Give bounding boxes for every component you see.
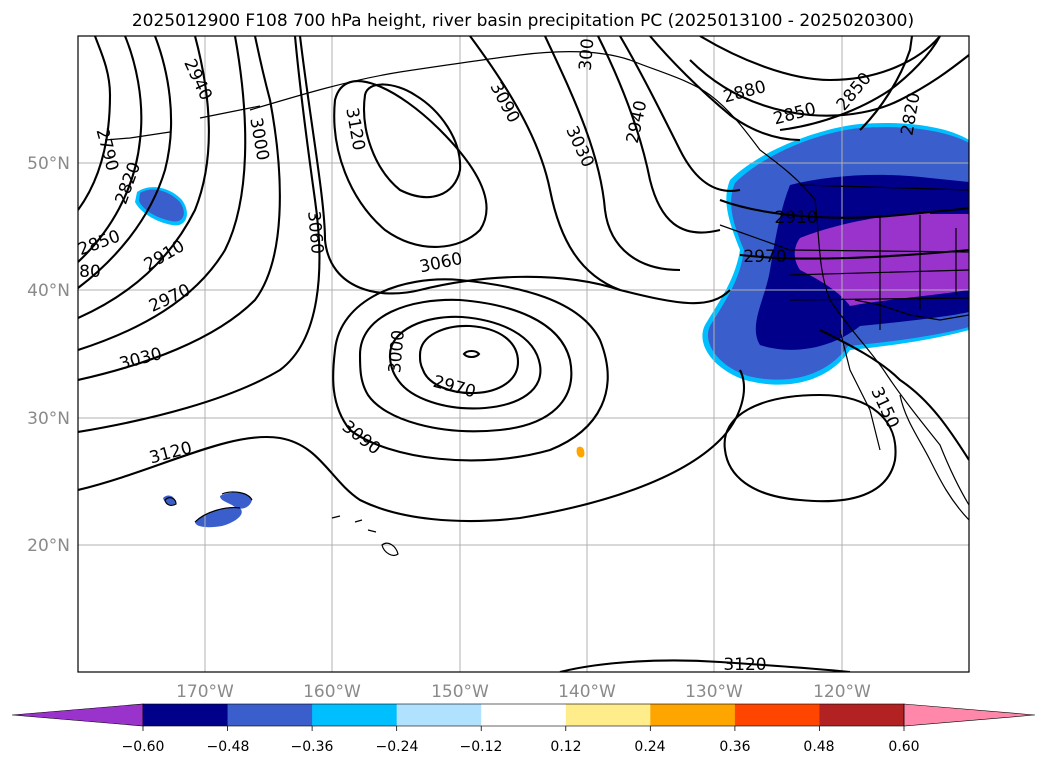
precip-anomaly-north-pacific <box>135 187 187 226</box>
contour-label: 2970 <box>743 247 786 267</box>
contour-label: 3060 <box>303 210 327 255</box>
colorbar-tick: 0.12 <box>550 739 581 755</box>
colorbar-segment <box>396 704 482 726</box>
colorbar-extend-high <box>903 703 1036 727</box>
latitude-labels: 50°N 40°N 30°N 20°N <box>27 154 70 556</box>
lon-label: 170°W <box>176 682 234 702</box>
graticule <box>78 36 969 672</box>
colorbar-tick: −0.60 <box>122 739 165 755</box>
lon-label: 130°W <box>685 682 743 702</box>
lat-label: 20°N <box>27 536 70 556</box>
colorbar-segment <box>650 704 736 726</box>
chart-title: 2025012900 F108 700 hPa height, river ba… <box>132 11 914 31</box>
colorbar-tick: −0.24 <box>376 739 419 755</box>
colorbar-tick: 0.36 <box>719 739 750 755</box>
longitude-labels: 170°W 160°W 150°W 140°W 130°W 120°W <box>176 682 871 702</box>
map-frame <box>77 35 970 673</box>
lat-label: 30°N <box>27 409 70 429</box>
colorbar-extend-low <box>11 703 144 727</box>
contour-label: 300 <box>576 38 599 72</box>
colorbar-tick: 0.48 <box>803 739 834 755</box>
colorbar-segment <box>312 704 398 726</box>
lon-label: 140°W <box>558 682 616 702</box>
height-contours <box>78 36 969 672</box>
colorbar-segment <box>734 704 820 726</box>
lat-label: 50°N <box>27 154 70 174</box>
contour-label: 2910 <box>774 208 817 228</box>
colorbar-segment <box>481 704 567 726</box>
contour-label: 3000 <box>385 329 409 374</box>
colorbar: −0.60 −0.48 −0.36 −0.24 −0.12 0.12 0.24 … <box>11 703 1036 755</box>
colorbar-segment <box>565 704 651 726</box>
contour-label: 80 <box>79 262 101 282</box>
colorbar-tick: −0.48 <box>207 739 250 755</box>
colorbar-frame <box>142 703 905 727</box>
colorbar-segment <box>227 704 313 726</box>
lon-label: 120°W <box>813 682 871 702</box>
precip-anomaly-positive-spot <box>576 446 585 458</box>
colorbar-tick: −0.36 <box>291 739 334 755</box>
colorbar-segments <box>143 704 905 726</box>
lat-label: 40°N <box>27 281 70 301</box>
coastlines <box>104 51 969 557</box>
colorbar-tick: 0.60 <box>888 739 919 755</box>
colorbar-segment <box>819 704 905 726</box>
contour-label: 3120 <box>723 655 766 675</box>
colorbar-tick: 0.24 <box>634 739 665 755</box>
lon-label: 160°W <box>303 682 361 702</box>
colorbar-ticks: −0.60 −0.48 −0.36 −0.24 −0.12 0.12 0.24 … <box>122 726 920 755</box>
lon-label: 150°W <box>431 682 489 702</box>
colorbar-segment <box>143 704 229 726</box>
colorbar-tick: −0.12 <box>460 739 503 755</box>
